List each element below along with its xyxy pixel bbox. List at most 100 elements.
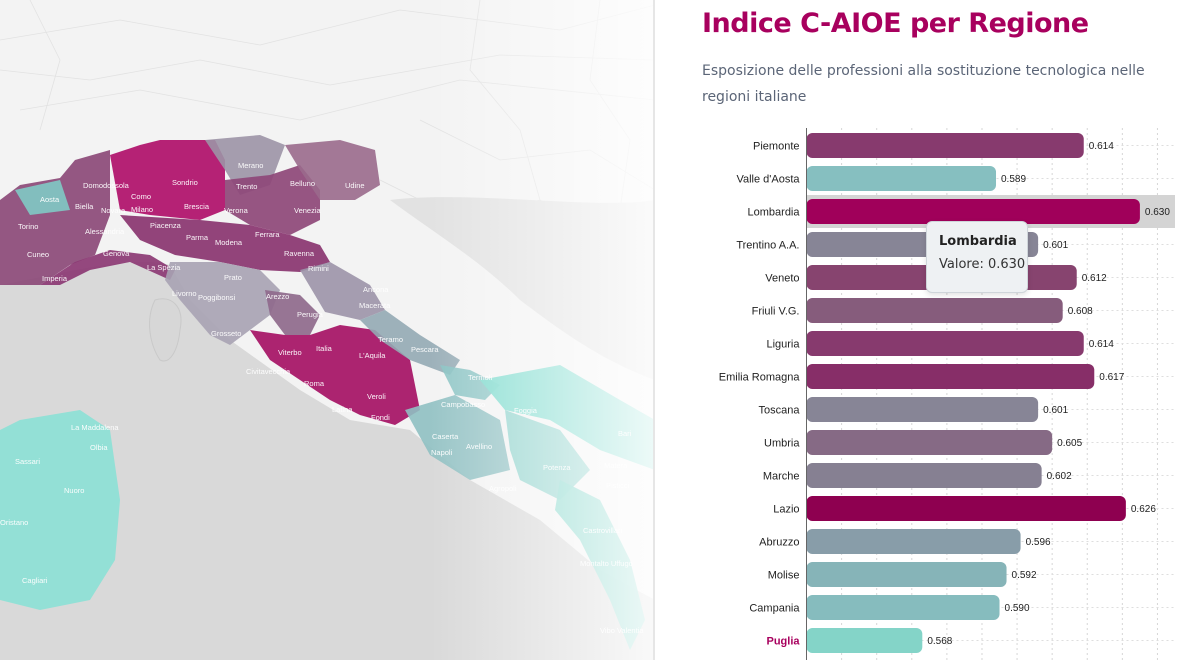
map-city-label: Roma bbox=[304, 379, 325, 388]
map-city-label: Ravenna bbox=[284, 249, 315, 258]
italy-region-map[interactable]: Merano Domodossola Sondrio Trento Belluno Udi… bbox=[0, 0, 655, 660]
chart-bars bbox=[806, 133, 1140, 653]
region-lombardia[interactable] bbox=[110, 140, 225, 220]
map-city-label: La Maddalena bbox=[71, 423, 119, 432]
region-veneto[interactable] bbox=[225, 165, 320, 235]
bar-toscana[interactable] bbox=[806, 397, 1039, 422]
map-city-label: Como bbox=[131, 192, 151, 201]
map-city-label: Olbia bbox=[90, 443, 108, 452]
bar-marche[interactable] bbox=[806, 463, 1042, 488]
map-city-label: Torino bbox=[18, 222, 38, 231]
region-liguria[interactable] bbox=[40, 250, 175, 285]
map-city-label: Trento bbox=[236, 182, 257, 191]
map-city-label: Grosseto bbox=[211, 329, 241, 338]
bar-friuli-v-g-[interactable] bbox=[806, 298, 1063, 323]
region-sardegna[interactable] bbox=[0, 410, 120, 610]
map-city-label: Pescara bbox=[411, 345, 439, 354]
map-city-label: Sassari bbox=[15, 457, 40, 466]
chart-tooltip: Lombardia Valore: 0.630 bbox=[926, 221, 1028, 293]
map-city-label: Arezzo bbox=[266, 292, 289, 301]
map-city-label: Potenza bbox=[543, 463, 571, 472]
map-city-label: Civitavecchia bbox=[246, 367, 291, 376]
bar-campania[interactable] bbox=[806, 595, 1000, 620]
map-city-label: Biella bbox=[75, 202, 94, 211]
map-city-label: La Spezia bbox=[147, 263, 181, 272]
corsica bbox=[149, 298, 182, 362]
bar-umbria[interactable] bbox=[806, 430, 1053, 455]
page-title: Indice C-AIOE per Regione bbox=[702, 8, 1089, 39]
map-city-label: Matera bbox=[604, 461, 628, 470]
map-city-label: Avellino bbox=[466, 442, 492, 451]
map-city-label: Castrovillari bbox=[583, 526, 623, 535]
map-city-label: Modena bbox=[215, 238, 243, 247]
map-city-label: Napoli bbox=[431, 448, 453, 457]
map-city-label: Campobasso bbox=[441, 400, 485, 409]
panel-divider bbox=[653, 0, 655, 660]
chart-panel: Indice C-AIOE per Regione Esposizione de… bbox=[655, 0, 1193, 660]
map-city-label: Merano bbox=[238, 161, 263, 170]
map-city-label: Veroli bbox=[367, 392, 386, 401]
map-city-label: Italia bbox=[316, 344, 333, 353]
map-city-label: Aosta bbox=[40, 195, 60, 204]
map-city-label: Cuneo bbox=[27, 250, 49, 259]
bar-lazio[interactable] bbox=[806, 496, 1126, 521]
bar-liguria[interactable] bbox=[806, 331, 1084, 356]
map-city-label: Montalto Uffugo bbox=[580, 559, 633, 568]
map-city-label: Parma bbox=[186, 233, 209, 242]
map-city-label: Venezia bbox=[294, 206, 322, 215]
region-lazio[interactable] bbox=[250, 325, 420, 425]
map-city-label: Cagliari bbox=[22, 576, 48, 585]
region-emilia-romagna[interactable] bbox=[120, 215, 330, 272]
map-city-label: Livorno bbox=[172, 289, 197, 298]
map-city-label: Milano bbox=[131, 205, 153, 214]
bar-puglia[interactable] bbox=[806, 628, 923, 653]
map-city-label: Prato bbox=[224, 273, 242, 282]
tooltip-value: Valore: 0.630 bbox=[939, 257, 1026, 272]
region-friuli[interactable] bbox=[285, 140, 380, 200]
map-city-label: Macerata bbox=[359, 301, 391, 310]
map-city-label: Caserta bbox=[432, 432, 459, 441]
region-valle-aosta[interactable] bbox=[15, 180, 70, 215]
map-city-label: Udine bbox=[345, 181, 365, 190]
bar-lombardia[interactable] bbox=[806, 199, 1140, 224]
map-city-label: Piacenza bbox=[150, 221, 182, 230]
map-city-label: Bari bbox=[618, 429, 632, 438]
map-city-label: Poggibonsi bbox=[198, 293, 235, 302]
map-city-label: Sondrio bbox=[172, 178, 198, 187]
map-city-label: Genova bbox=[103, 249, 130, 258]
map-city-label: Perugia bbox=[297, 310, 324, 319]
map-city-label: Fondi bbox=[371, 413, 390, 422]
map-city-label: Viterbo bbox=[278, 348, 302, 357]
region-toscana[interactable] bbox=[165, 262, 280, 345]
map-city-label: Termoli bbox=[468, 373, 493, 382]
map-city-label: Foggia bbox=[514, 406, 538, 415]
map-panel[interactable]: Merano Domodossola Sondrio Trento Belluno Udi… bbox=[0, 0, 655, 660]
map-city-label: Latina bbox=[332, 405, 353, 414]
bar-valle-d-aosta[interactable] bbox=[806, 166, 997, 191]
bar-molise[interactable] bbox=[806, 562, 1007, 587]
bar-emilia-romagna[interactable] bbox=[806, 364, 1095, 389]
tooltip-title: Lombardia bbox=[939, 234, 1017, 249]
region-piemonte[interactable] bbox=[0, 150, 110, 285]
map-city-label: Alessandria bbox=[85, 227, 125, 236]
map-city-label: Agropoli bbox=[489, 484, 517, 493]
region-marche[interactable] bbox=[300, 262, 385, 320]
bar-abruzzo[interactable] bbox=[806, 529, 1021, 554]
map-city-label: Nuoro bbox=[64, 486, 84, 495]
map-fade-overlay bbox=[430, 0, 655, 660]
bar-piemonte[interactable] bbox=[806, 133, 1084, 158]
map-city-label: Oristano bbox=[0, 518, 28, 527]
map-city-label: L'Aquila bbox=[359, 351, 386, 360]
city-labels: Merano Domodossola Sondrio Trento Belluno Udi… bbox=[0, 161, 644, 635]
map-city-label: Novara bbox=[101, 206, 126, 215]
map-city-label: Belluno bbox=[290, 179, 315, 188]
map-city-label: Ancona bbox=[363, 285, 389, 294]
map-city-label: Ferrara bbox=[255, 230, 280, 239]
map-city-label: Teramo bbox=[378, 335, 403, 344]
map-city-label: Brescia bbox=[184, 202, 210, 211]
map-city-label: Imperia bbox=[42, 274, 68, 283]
region-umbria[interactable] bbox=[265, 290, 320, 335]
map-city-label: Pisticci bbox=[606, 481, 630, 490]
map-city-label: Domodossola bbox=[83, 181, 130, 190]
map-city-label: Rimini bbox=[308, 264, 329, 273]
